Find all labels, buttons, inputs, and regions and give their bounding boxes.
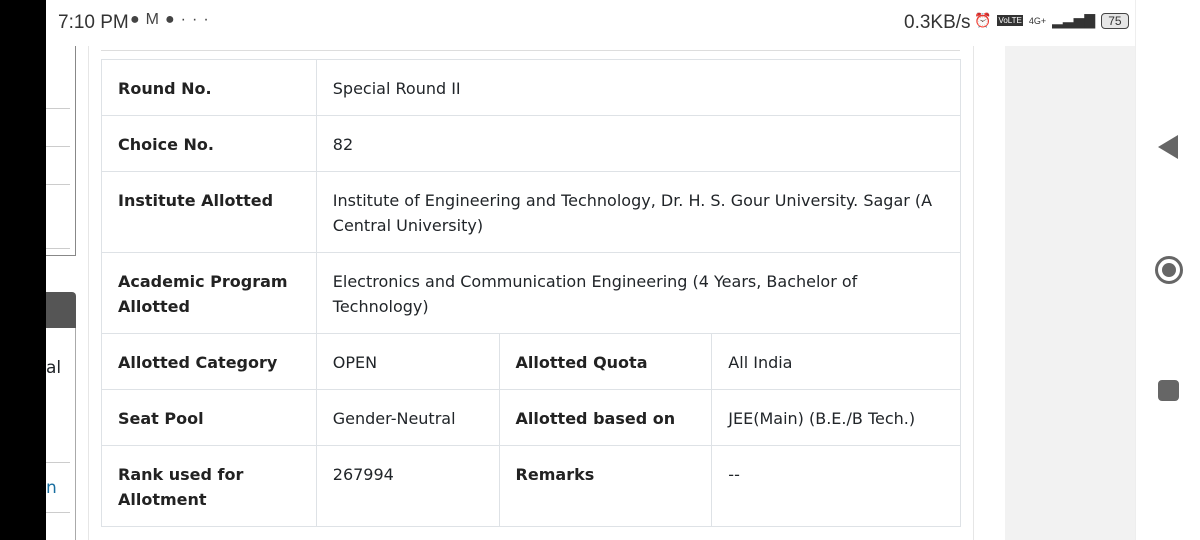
- label-category: Allotted Category: [101, 333, 317, 390]
- value-choice: 82: [315, 115, 962, 172]
- left-sidebar-partial: al n: [46, 46, 76, 540]
- system-icons: ⏰ VoLTE 4G+ ▂▃▅▇ 75: [974, 12, 1129, 29]
- table-row: Rank used for Allotment 267994 Remarks --: [101, 445, 961, 527]
- label-based-on: Allotted based on: [498, 389, 713, 446]
- battery-icon: 75: [1101, 12, 1129, 29]
- back-icon[interactable]: [1158, 135, 1178, 159]
- label-choice: Choice No.: [101, 115, 317, 172]
- table-row: Seat Pool Gender-Neutral Allotted based on…: [101, 389, 961, 446]
- notification-icons: ●M●···: [130, 11, 215, 29]
- value-round: Special Round II: [315, 59, 962, 116]
- sidebar-card-header: [46, 292, 76, 328]
- main-content: [88, 46, 974, 540]
- network-speed: 0.3KB/s: [904, 12, 971, 33]
- recent-apps-icon[interactable]: [1158, 380, 1179, 401]
- table-row: Academic Program Allotted Electronics and…: [101, 252, 962, 334]
- divider: [101, 50, 960, 51]
- chat-bubble-icon: ●: [130, 11, 146, 28]
- divider: [46, 248, 70, 249]
- value-remarks: --: [711, 445, 961, 527]
- navigation-bar: [1135, 0, 1200, 540]
- value-institute: Institute of Engineering and Technology,…: [315, 171, 962, 253]
- label-institute: Institute Allotted: [101, 171, 317, 253]
- table-row: Allotted Category OPEN Allotted Quota All I…: [101, 333, 961, 390]
- table-row: Institute Allotted Institute of Engineeri…: [101, 171, 962, 253]
- sidebar-partial-text: al: [46, 358, 62, 378]
- right-gray-panel: [1005, 46, 1135, 540]
- sidebar-box: [46, 46, 76, 256]
- value-based-on: JEE(Main) (B.E./B Tech.): [711, 389, 961, 446]
- black-edge: [0, 0, 46, 540]
- status-bar: 7:10 PM ●M●··· 0.3KB/s ⏰ VoLTE 4G+ ▂▃▅▇ …: [46, 0, 1135, 46]
- value-quota: All India: [711, 333, 961, 390]
- alarm-icon: ⏰: [974, 12, 992, 28]
- divider: [46, 512, 70, 513]
- value-program: Electronics and Communication Engineerin…: [315, 252, 962, 334]
- sidebar-partial-link[interactable]: n: [46, 478, 57, 498]
- label-remarks: Remarks: [498, 445, 713, 527]
- divider: [46, 184, 70, 185]
- sidebar-card: [46, 328, 76, 540]
- label-seat-pool: Seat Pool: [101, 389, 317, 446]
- home-icon[interactable]: [1155, 256, 1183, 284]
- value-seat-pool: Gender-Neutral: [315, 389, 500, 446]
- status-time: 7:10 PM: [58, 12, 129, 33]
- divider: [46, 462, 70, 463]
- more-icon: ···: [180, 11, 215, 28]
- value-rank: 267994: [315, 445, 500, 527]
- divider: [46, 146, 70, 147]
- network-label: 4G+: [1028, 15, 1047, 26]
- label-quota: Allotted Quota: [498, 333, 713, 390]
- table-row: Round No. Special Round II: [101, 59, 962, 116]
- divider: [46, 108, 70, 109]
- label-program: Academic Program Allotted: [101, 252, 317, 334]
- gmail-icon: M: [145, 11, 165, 28]
- signal-icon: ▂▃▅▇: [1052, 12, 1096, 28]
- label-round: Round No.: [101, 59, 317, 116]
- table-row: Choice No. 82: [101, 115, 962, 172]
- label-rank: Rank used for Allotment: [101, 445, 317, 527]
- allotment-table: Round No. Special Round II Choice No. 82 I…: [101, 59, 962, 527]
- messages-icon: ●: [165, 11, 181, 28]
- volte-icon: VoLTE: [997, 15, 1023, 26]
- value-category: OPEN: [315, 333, 500, 390]
